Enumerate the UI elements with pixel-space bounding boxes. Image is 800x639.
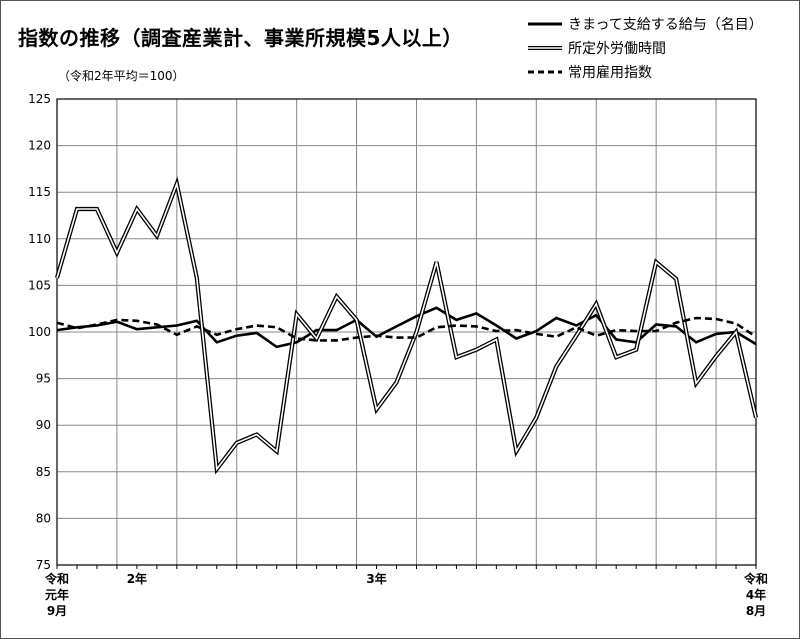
x-tick-label-0-1: 元年: [45, 587, 69, 602]
y-tick-label-80: 80: [36, 511, 51, 525]
chart-subtitle: （令和2年平均＝100）: [58, 69, 185, 83]
legend-label-overtime: 所定外労働時間: [568, 41, 666, 57]
chart-title: 指数の推移（調査産業計、事業所規模5人以上）: [18, 26, 463, 50]
x-tick-label-4-0: 2年: [127, 571, 147, 586]
legend-label-wages: きまって支給する給与（名目）: [568, 17, 763, 33]
y-tick-label-75: 75: [36, 558, 51, 572]
y-tick-label-120: 120: [28, 139, 51, 153]
x-tick-label-35-2: 8月: [746, 604, 766, 618]
legend: きまって支給する給与（名目） 所定外労働時間 常用雇用指数: [528, 12, 763, 84]
y-tick-label-95: 95: [36, 372, 51, 386]
legend-swatch-dashed: [528, 70, 562, 74]
legend-item-overtime: 所定外労働時間: [528, 36, 763, 60]
y-tick-label-115: 115: [28, 185, 51, 199]
x-tick-label-0-0: 令和: [44, 571, 69, 586]
x-tick-label-16-0: 3年: [366, 571, 386, 586]
y-tick-label-110: 110: [28, 232, 51, 246]
legend-label-employment: 常用雇用指数: [568, 65, 652, 81]
y-tick-label-105: 105: [28, 278, 51, 292]
x-tick-label-0-2: 9月: [47, 604, 67, 618]
y-tick-label-100: 100: [28, 325, 51, 339]
series-overtime-line-inner: [56, 180, 757, 472]
x-tick-label-35-0: 令和: [743, 571, 768, 586]
y-tick-label-125: 125: [28, 92, 51, 106]
y-tick-label-85: 85: [36, 465, 51, 479]
legend-swatch-double: [528, 46, 562, 50]
legend-item-wages: きまって支給する給与（名目）: [528, 12, 763, 36]
legend-swatch-solid: [528, 22, 562, 26]
y-tick-label-90: 90: [36, 418, 51, 432]
plot-border: [56, 98, 757, 566]
x-tick-label-35-1: 4年: [746, 587, 766, 602]
legend-item-employment: 常用雇用指数: [528, 60, 763, 84]
